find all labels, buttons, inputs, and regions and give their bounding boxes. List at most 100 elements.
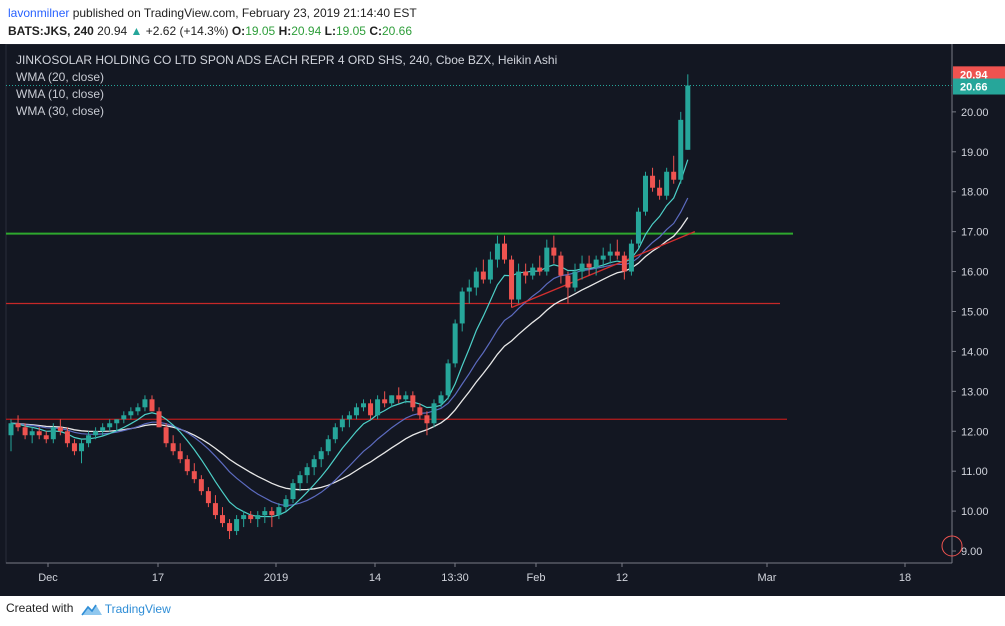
created-with: Created with TradingView [6,601,171,616]
y-tick-label: 18.00 [961,187,989,199]
candle-body [177,451,183,460]
candle-body [241,515,247,520]
y-tick-label: 10.00 [961,506,989,518]
close-value: 20.66 [381,24,413,38]
high-value: 20.94 [291,24,322,38]
close-price-badge [953,78,1005,95]
candle-body [64,431,70,444]
y-tick-label: 13.00 [961,386,989,398]
candle-body [227,523,233,532]
candle-body [332,427,338,440]
created-with-text: Created with [6,601,74,615]
x-tick-label: Feb [527,572,546,584]
change-value: +2.62 (+14.3%) [145,24,229,38]
candle-body [86,435,92,444]
candle-body [452,323,458,364]
price-chart[interactable]: 9.00 10.00 11.00 12.00 13.00 14.00 15.00 16.00 1… [0,44,1005,596]
candle-body [530,267,536,276]
open-label: O: [231,24,246,38]
candle-body [417,407,423,416]
x-tick-label: 2019 [264,572,288,584]
x-tick-label: Mar [758,572,777,584]
x-tick-label: 13:30 [441,572,469,584]
candle-body [50,427,56,440]
candle-body [8,423,14,436]
quote-line: BATS:JKS, 240 20.94 ▲ +2.62 (+14.3%) O:1… [8,24,412,38]
candle-body [685,85,691,150]
candle-body [121,415,127,420]
chart-background [0,44,1005,596]
candle-body [523,271,529,276]
candle-body [410,395,416,408]
candle-body [248,515,254,520]
candle-body [149,399,155,412]
candle-body [586,263,592,268]
x-tick-label: 14 [369,572,381,584]
tradingview-brand[interactable]: TradingView [104,601,171,616]
x-tick-label: 18 [899,572,911,584]
candle-body [558,255,564,276]
candle-body [107,423,113,428]
y-tick-label: 11.00 [961,466,988,478]
alert-circle-icon[interactable] [941,535,963,557]
candle-body [142,399,148,408]
candle-body [276,507,282,516]
y-tick-label: 19.00 [961,147,989,159]
high-price-badge [953,66,1005,83]
candle-body [678,119,684,180]
candle-body [297,475,303,484]
y-tick-label: 14.00 [961,346,989,358]
candle-body [311,459,317,468]
candle-body [135,407,141,412]
candle-body [346,415,352,420]
candle-body [643,175,648,212]
candle-body [628,243,634,272]
tradingview-logo-icon [81,604,102,616]
candle-body [396,395,402,400]
legend-wma10[interactable]: WMA (10, close) [16,87,105,101]
candle-body [198,479,204,492]
candle-body [657,187,663,196]
open-value: 19.05 [245,24,276,38]
x-tick-label: Dec [38,572,58,584]
candle-body [339,419,345,428]
candle-body [290,483,296,500]
candle-body [431,403,437,424]
candle-body [93,431,99,436]
y-tick-label: 15.00 [961,306,989,318]
candle-body [29,431,35,436]
candle-body [57,427,63,432]
candle-body [114,419,120,424]
candle-body [572,271,578,288]
x-tick-label: 17 [152,572,164,584]
candle-body [671,171,677,180]
candle-body [494,243,500,260]
candle-body [544,247,550,272]
candle-body [438,395,444,404]
candle-body [375,399,381,416]
candle-body [607,251,613,256]
candle-body [283,499,289,508]
candle-body [318,451,324,460]
trend-line[interactable] [511,231,696,309]
y-tick-label: 17.00 [961,227,989,239]
candle-body [361,403,366,408]
legend-wma20[interactable]: WMA (20, close) [16,70,105,84]
candle-body [445,363,451,396]
low-label: L: [324,24,336,38]
candle-body [600,255,606,260]
candle-body [269,511,275,516]
author-link[interactable]: lavonmilner [8,6,70,20]
legend-wma30[interactable]: WMA (30, close) [16,104,105,118]
candle-body [212,503,218,516]
footer: Created with TradingView [0,596,1005,626]
chart-title: JINKOSOLAR HOLDING CO LTD SPON ADS EACH … [16,53,558,67]
up-triangle-icon: ▲ [130,24,143,38]
candle-body [191,471,197,480]
candle-body [325,439,331,452]
candle-body [36,431,42,436]
candle-body [516,271,522,300]
candle-body [43,435,49,440]
candle-body [71,443,77,452]
candle-body [579,263,585,272]
